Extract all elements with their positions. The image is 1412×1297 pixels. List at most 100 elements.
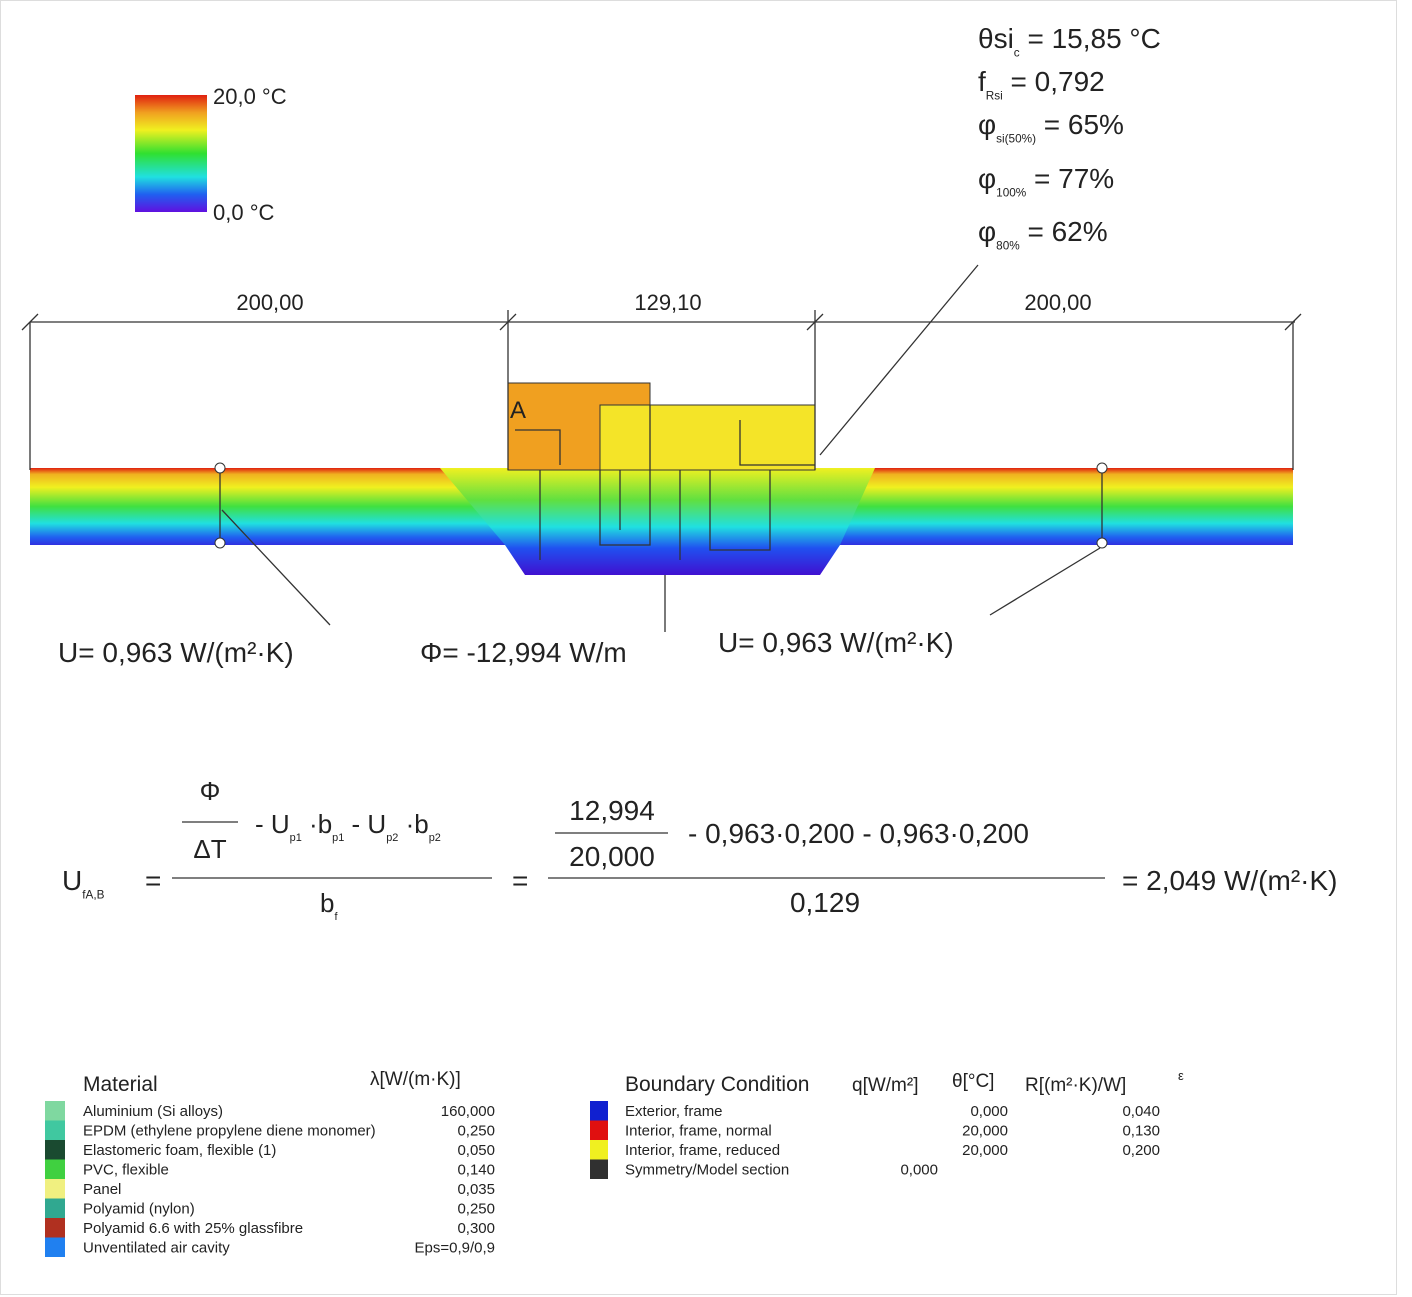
text-part: Symmetry/Model section bbox=[625, 1162, 789, 1179]
result: φ80% = 62% bbox=[978, 216, 1108, 252]
swatch bbox=[590, 1101, 608, 1121]
material-name: Elastomeric foam, flexible (1) bbox=[83, 1142, 276, 1159]
width-value: 0,129 bbox=[790, 887, 860, 918]
material-value: 0,250 bbox=[457, 1123, 495, 1140]
text-part: 0,250 bbox=[457, 1123, 495, 1140]
subscript: f bbox=[334, 911, 338, 923]
text-part: Panel bbox=[83, 1181, 121, 1198]
text-part: 200,00 bbox=[236, 290, 303, 315]
text-part: R[(m²·K)/W] bbox=[1025, 1075, 1126, 1096]
text-part: U bbox=[58, 637, 78, 668]
table-header: Material bbox=[83, 1073, 158, 1096]
material-value: 0,035 bbox=[457, 1181, 495, 1198]
text-part: = bbox=[512, 865, 528, 896]
text-part: λ[W/(m·K)] bbox=[370, 1069, 461, 1090]
text-part: Φ bbox=[200, 776, 221, 806]
text-part: A bbox=[510, 397, 526, 424]
text-part: 160,000 bbox=[441, 1103, 495, 1120]
text-part: q[W/m²] bbox=[852, 1075, 919, 1096]
spacer bbox=[302, 809, 309, 839]
table-header: q[W/m²] bbox=[852, 1075, 919, 1096]
text-part: b bbox=[320, 888, 334, 918]
boundary-name: Symmetry/Model section bbox=[625, 1162, 789, 1179]
text-part: 0,300 bbox=[457, 1220, 495, 1237]
swatch bbox=[45, 1179, 65, 1199]
flux-value: 12,994 bbox=[569, 795, 655, 826]
subscript: p1 bbox=[290, 832, 302, 844]
text-part: ·b bbox=[309, 809, 332, 839]
spacer bbox=[1026, 163, 1034, 194]
spacer bbox=[1036, 109, 1044, 140]
swatch bbox=[45, 1198, 65, 1218]
text-part: Elastomeric foam, flexible (1) bbox=[83, 1142, 276, 1159]
text-part: 20,000 bbox=[962, 1123, 1008, 1140]
material-value: 0,050 bbox=[457, 1142, 495, 1159]
dimension: 200,00 bbox=[236, 290, 303, 315]
swatch bbox=[590, 1159, 608, 1179]
boundary-name: Interior, frame, reduced bbox=[625, 1142, 780, 1159]
swatch bbox=[45, 1101, 65, 1121]
text-part: Boundary Condition bbox=[625, 1073, 809, 1096]
text-part: = 0,963 W/(m²·K) bbox=[738, 627, 953, 658]
subscript: p2 bbox=[386, 832, 398, 844]
boundary-r: 0,200 bbox=[1122, 1142, 1160, 1159]
material-value: Eps=0,9/0,9 bbox=[415, 1240, 495, 1257]
text-part: 129,10 bbox=[634, 290, 701, 315]
text-part: 0,129 bbox=[790, 887, 860, 918]
text-part: 0,035 bbox=[457, 1181, 495, 1198]
terms: - Up1 ·bp1 - Up2 ·bp2 bbox=[255, 809, 441, 844]
text-part: = bbox=[145, 865, 161, 896]
color-scale bbox=[135, 95, 207, 212]
text-part: 0,0 °C bbox=[213, 200, 274, 225]
text-part: U bbox=[62, 865, 82, 896]
text-part: - U bbox=[352, 809, 387, 839]
subscript: Rsi bbox=[986, 89, 1003, 102]
text-part: Unventilated air cavity bbox=[83, 1240, 230, 1257]
text-part: 0,000 bbox=[900, 1162, 938, 1179]
equals: = bbox=[145, 865, 161, 896]
boundary-theta: 20,000 bbox=[962, 1142, 1008, 1159]
annotation: U= 0,963 W/(m²·K) bbox=[718, 627, 954, 658]
text-part: Exterior, frame bbox=[625, 1103, 723, 1120]
text-part: U bbox=[718, 627, 738, 658]
material-value: 0,250 bbox=[457, 1201, 495, 1218]
text-part: 0,130 bbox=[1122, 1123, 1160, 1140]
text-part: Polyamid 6.6 with 25% glassfibre bbox=[83, 1220, 303, 1237]
result: φ100% = 77% bbox=[978, 163, 1114, 199]
text-part: Aluminium (Si alloys) bbox=[83, 1103, 223, 1120]
spacer bbox=[1020, 216, 1028, 247]
text-part: θsi bbox=[978, 23, 1014, 54]
text-part: EPDM (ethylene propylene diene monomer) bbox=[83, 1123, 376, 1140]
boundary-q: 0,000 bbox=[900, 1162, 938, 1179]
dimension: 129,10 bbox=[634, 290, 701, 315]
material-value: 160,000 bbox=[441, 1103, 495, 1120]
annotation: U= 0,963 W/(m²·K) bbox=[58, 637, 294, 668]
boundary-theta: 20,000 bbox=[962, 1123, 1008, 1140]
text-part: 0,250 bbox=[457, 1201, 495, 1218]
text-part: = 0,963 W/(m²·K) bbox=[78, 637, 293, 668]
text-part: = -12,994 W/m bbox=[442, 637, 626, 668]
material-name: Polyamid 6.6 with 25% glassfibre bbox=[83, 1220, 303, 1237]
legend-min: 0,0 °C bbox=[213, 200, 274, 225]
text-part: 0,140 bbox=[457, 1162, 495, 1179]
text-part: = 15,85 °C bbox=[1027, 23, 1160, 54]
table-header: ε bbox=[1178, 1068, 1184, 1083]
boundary-theta: 0,000 bbox=[970, 1103, 1008, 1120]
spacer bbox=[1003, 66, 1011, 97]
text-part: Material bbox=[83, 1073, 158, 1096]
text-part: 20,0 °C bbox=[213, 84, 287, 109]
text-part: Polyamid (nylon) bbox=[83, 1201, 195, 1218]
text-part: 0,200 bbox=[1122, 1142, 1160, 1159]
delta-t-value: 20,000 bbox=[569, 841, 655, 872]
text-part: Interior, frame, reduced bbox=[625, 1142, 780, 1159]
subscript: 80% bbox=[996, 239, 1020, 252]
text-part: = 77% bbox=[1034, 163, 1114, 194]
swatch bbox=[590, 1140, 608, 1160]
text-part: θ[°C] bbox=[952, 1071, 994, 1092]
subscript: p2 bbox=[429, 832, 441, 844]
swatch bbox=[590, 1120, 608, 1140]
denominator: bf bbox=[320, 888, 338, 923]
text-part: 200,00 bbox=[1024, 290, 1091, 315]
